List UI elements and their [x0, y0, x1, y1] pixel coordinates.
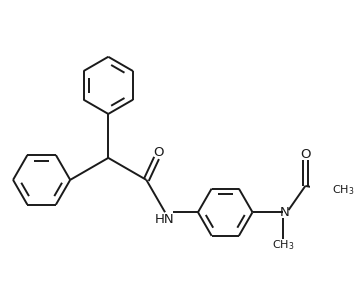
Text: HN: HN: [154, 213, 174, 226]
Text: N: N: [279, 206, 289, 219]
Text: O: O: [300, 148, 310, 161]
Text: CH$_3$: CH$_3$: [272, 238, 295, 252]
Text: O: O: [153, 146, 164, 159]
Text: CH$_3$: CH$_3$: [332, 184, 354, 197]
